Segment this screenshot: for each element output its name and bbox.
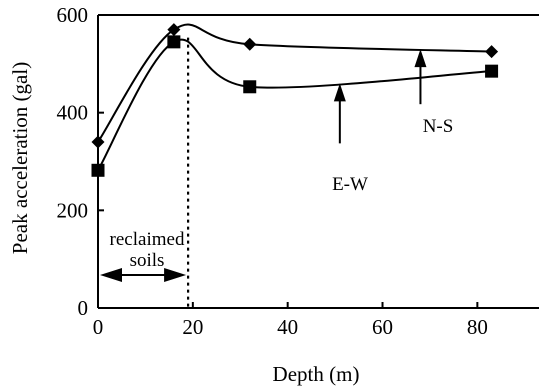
x-tick-label-40: 40: [277, 315, 298, 339]
region-span-arrowhead-left: [100, 268, 122, 282]
x-axis-title: Depth (m): [273, 362, 360, 386]
x-tick-label-0: 0: [93, 315, 104, 339]
series-curves: [97, 23, 492, 171]
point-n-s-32: [243, 37, 257, 51]
y-tick-label-200: 200: [57, 198, 89, 222]
region-label-line1: reclaimed: [110, 229, 185, 250]
plot-frame: [97, 14, 539, 309]
series-line-n-s: [97, 23, 492, 143]
region-label-line2: soils: [130, 250, 165, 271]
series-markers: [91, 23, 499, 177]
point-n-s-83: [485, 45, 499, 59]
point-n-s-0: [91, 135, 105, 149]
x-tick-label-20: 20: [182, 315, 203, 339]
point-e-w-0: [91, 163, 105, 177]
y-tick-label-0: 0: [78, 296, 89, 320]
y-axis-title: Peak acceleration (gal): [8, 62, 32, 254]
ew-arrow-head: [333, 83, 346, 102]
series-line-e-w: [97, 38, 492, 171]
ns-series-label: N-S: [423, 116, 454, 137]
point-n-s-16: [167, 23, 181, 37]
point-e-w-83: [485, 64, 499, 78]
axis-ticks: 0 20 40 60 80 0 200 400 600: [57, 3, 488, 339]
point-e-w-16: [167, 35, 181, 49]
ns-arrow-head: [414, 49, 427, 68]
chart-annotations: [100, 37, 427, 308]
x-tick-label-80: 80: [467, 315, 488, 339]
y-tick-label-400: 400: [57, 101, 89, 125]
ew-series-label: E-W: [332, 174, 368, 195]
point-e-w-32: [243, 80, 257, 94]
x-tick-label-60: 60: [372, 315, 393, 339]
region-span-arrowhead-right: [164, 268, 187, 282]
y-tick-label-600: 600: [57, 3, 89, 27]
